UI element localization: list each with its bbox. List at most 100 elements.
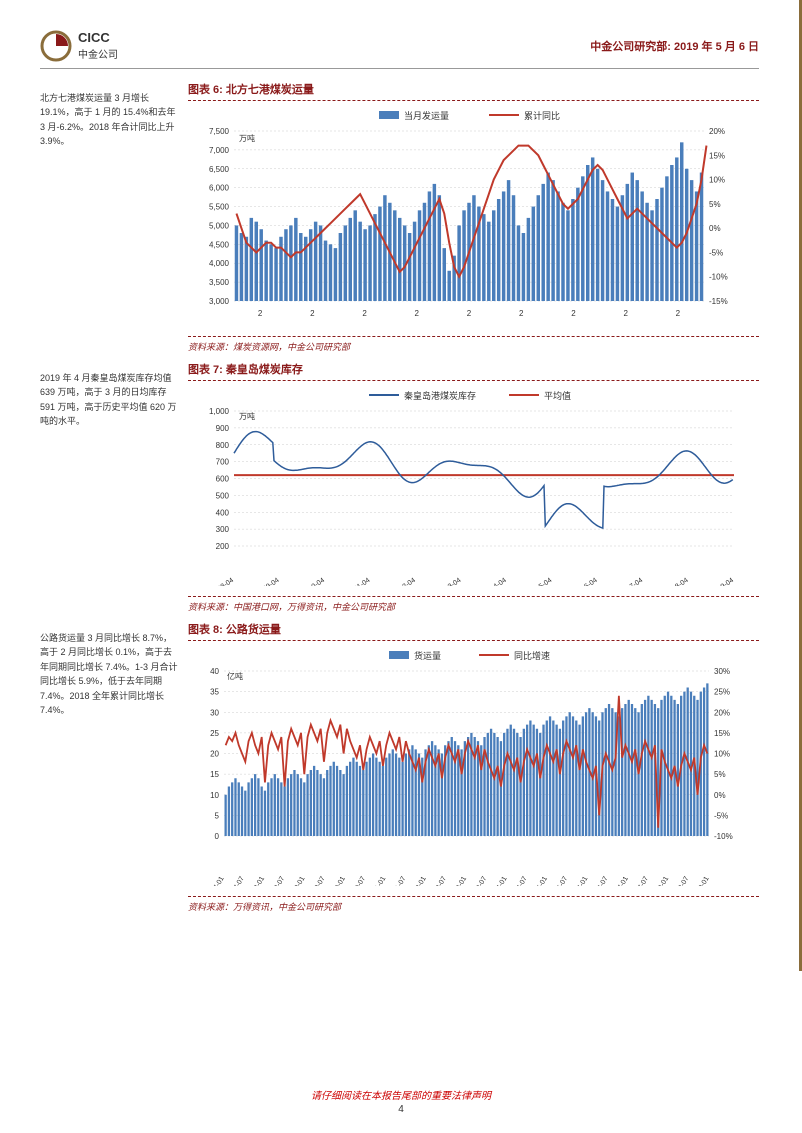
svg-text:2017-04: 2017-04 — [619, 577, 644, 586]
svg-text:40: 40 — [210, 667, 219, 676]
svg-text:3,000: 3,000 — [209, 297, 230, 306]
svg-text:2016-01: 2016-01 — [571, 875, 590, 886]
svg-text:800: 800 — [216, 441, 230, 450]
svg-text:-15%: -15% — [709, 297, 728, 306]
logo-main: CICC — [78, 31, 118, 45]
svg-text:500: 500 — [216, 491, 230, 500]
svg-text:15%: 15% — [709, 151, 725, 160]
svg-text:2012-07: 2012-07 — [429, 875, 448, 886]
svg-text:2: 2 — [362, 309, 367, 318]
svg-text:700: 700 — [216, 458, 230, 467]
svg-text:30%: 30% — [714, 667, 730, 676]
svg-text:5,500: 5,500 — [209, 203, 230, 212]
svg-text:5%: 5% — [714, 770, 726, 779]
svg-text:-10%: -10% — [714, 832, 733, 841]
svg-text:35: 35 — [210, 688, 219, 697]
svg-text:25%: 25% — [714, 688, 730, 697]
svg-text:2008-01: 2008-01 — [247, 875, 266, 886]
svg-text:5,000: 5,000 — [209, 221, 230, 230]
svg-text:0%: 0% — [709, 224, 721, 233]
svg-text:2: 2 — [467, 309, 472, 318]
svg-text:累计同比: 累计同比 — [524, 110, 560, 121]
chart8-source: 资料来源：万得资讯，中金公司研究部 — [188, 896, 759, 913]
svg-text:30: 30 — [210, 708, 219, 717]
chart8-canvas: 货运量同比增速0510152025303540-10%-5%0%5%10%15%… — [188, 645, 759, 892]
svg-text:400: 400 — [216, 508, 230, 517]
svg-text:2: 2 — [623, 309, 628, 318]
svg-text:5%: 5% — [709, 200, 721, 209]
svg-text:2007-07: 2007-07 — [227, 875, 246, 886]
chart8-sidenote: 公路货运量 3 月同比增长 8.7%，高于 2 月同比增长 0.1%，高于去年同… — [40, 621, 180, 913]
svg-text:2013-04: 2013-04 — [437, 577, 462, 586]
svg-text:平均值: 平均值 — [544, 390, 571, 401]
svg-text:20: 20 — [210, 750, 219, 759]
footer-legal: 请仔细阅读在本报告尾部的重要法律声明 — [0, 1087, 802, 1102]
svg-text:-5%: -5% — [709, 248, 723, 257]
svg-text:2018-01: 2018-01 — [651, 875, 670, 886]
chart6-title: 图表 6: 北方七港煤炭运量 — [188, 81, 759, 101]
svg-text:20%: 20% — [709, 127, 725, 136]
svg-text:5: 5 — [215, 811, 220, 820]
svg-text:600: 600 — [216, 475, 230, 484]
svg-text:2008-04: 2008-04 — [210, 577, 235, 586]
svg-text:10: 10 — [210, 791, 219, 800]
svg-text:2008-07: 2008-07 — [267, 875, 286, 886]
svg-text:0: 0 — [215, 832, 220, 841]
logo-sub: 中金公司 — [78, 46, 118, 61]
svg-text:15: 15 — [210, 770, 219, 779]
svg-text:2010-04: 2010-04 — [301, 577, 326, 586]
svg-text:2: 2 — [310, 309, 315, 318]
svg-text:6,500: 6,500 — [209, 165, 230, 174]
section-chart7: 2019 年 4 月秦皇岛煤炭库存均值 639 万吨，高于 3 月的日均库存 5… — [40, 361, 759, 613]
header-date: 中金公司研究部: 2019 年 5 月 6 日 — [590, 38, 759, 54]
svg-text:2017-01: 2017-01 — [611, 875, 630, 886]
svg-text:2011-07: 2011-07 — [389, 875, 408, 886]
svg-text:2007-01: 2007-01 — [207, 875, 226, 886]
chart7-canvas: 秦皇岛港煤炭库存平均值2003004005006007008009001,000… — [188, 385, 759, 592]
svg-text:2012-04: 2012-04 — [392, 577, 417, 586]
svg-text:7,000: 7,000 — [209, 146, 230, 155]
svg-text:2015-01: 2015-01 — [530, 875, 549, 886]
svg-text:10%: 10% — [709, 176, 725, 185]
svg-text:7,500: 7,500 — [209, 127, 230, 136]
svg-text:25: 25 — [210, 729, 219, 738]
svg-text:900: 900 — [216, 424, 230, 433]
svg-text:2010-07: 2010-07 — [348, 875, 367, 886]
footer-pagenum: 4 — [0, 1104, 802, 1115]
svg-text:300: 300 — [216, 525, 230, 534]
svg-text:2011-04: 2011-04 — [347, 577, 372, 586]
section-chart8: 公路货运量 3 月同比增长 8.7%，高于 2 月同比增长 0.1%，高于去年同… — [40, 621, 759, 913]
svg-text:2: 2 — [571, 309, 576, 318]
svg-text:2014-04: 2014-04 — [483, 577, 508, 586]
svg-text:2: 2 — [258, 309, 263, 318]
svg-text:2009-04: 2009-04 — [256, 577, 281, 586]
svg-text:2014-07: 2014-07 — [510, 875, 529, 886]
svg-text:2: 2 — [519, 309, 524, 318]
svg-text:2010-01: 2010-01 — [328, 875, 347, 886]
svg-text:2014-01: 2014-01 — [490, 875, 509, 886]
chart8-title: 图表 8: 公路货运量 — [188, 621, 759, 641]
svg-text:2: 2 — [415, 309, 420, 318]
svg-text:15%: 15% — [714, 729, 730, 738]
svg-text:2012-01: 2012-01 — [409, 875, 428, 886]
svg-text:200: 200 — [216, 542, 230, 551]
svg-text:2019-01: 2019-01 — [692, 875, 711, 886]
svg-text:秦皇岛港煤炭库存: 秦皇岛港煤炭库存 — [404, 390, 476, 401]
svg-text:10%: 10% — [714, 750, 730, 759]
svg-text:2009-01: 2009-01 — [288, 875, 307, 886]
chart7-title: 图表 7: 秦皇岛煤炭库存 — [188, 361, 759, 381]
svg-text:2016-04: 2016-04 — [574, 577, 599, 586]
chart7-sidenote: 2019 年 4 月秦皇岛煤炭库存均值 639 万吨，高于 3 月的日均库存 5… — [40, 361, 180, 613]
svg-text:-10%: -10% — [709, 273, 728, 282]
svg-text:2018-04: 2018-04 — [665, 577, 690, 586]
svg-text:2: 2 — [676, 309, 681, 318]
svg-text:0%: 0% — [714, 791, 726, 800]
svg-text:万吨: 万吨 — [239, 133, 255, 143]
svg-text:2017-07: 2017-07 — [631, 875, 650, 886]
chart6-sidenote: 北方七港煤炭运量 3 月增长 19.1%，高于 1 月的 15.4%和去年 3 … — [40, 81, 180, 353]
svg-text:2016-07: 2016-07 — [591, 875, 610, 886]
svg-text:20%: 20% — [714, 708, 730, 717]
svg-text:同比增速: 同比增速 — [514, 650, 550, 661]
svg-text:2011-01: 2011-01 — [369, 875, 388, 886]
page-header: CICC 中金公司 中金公司研究部: 2019 年 5 月 6 日 — [40, 30, 759, 69]
